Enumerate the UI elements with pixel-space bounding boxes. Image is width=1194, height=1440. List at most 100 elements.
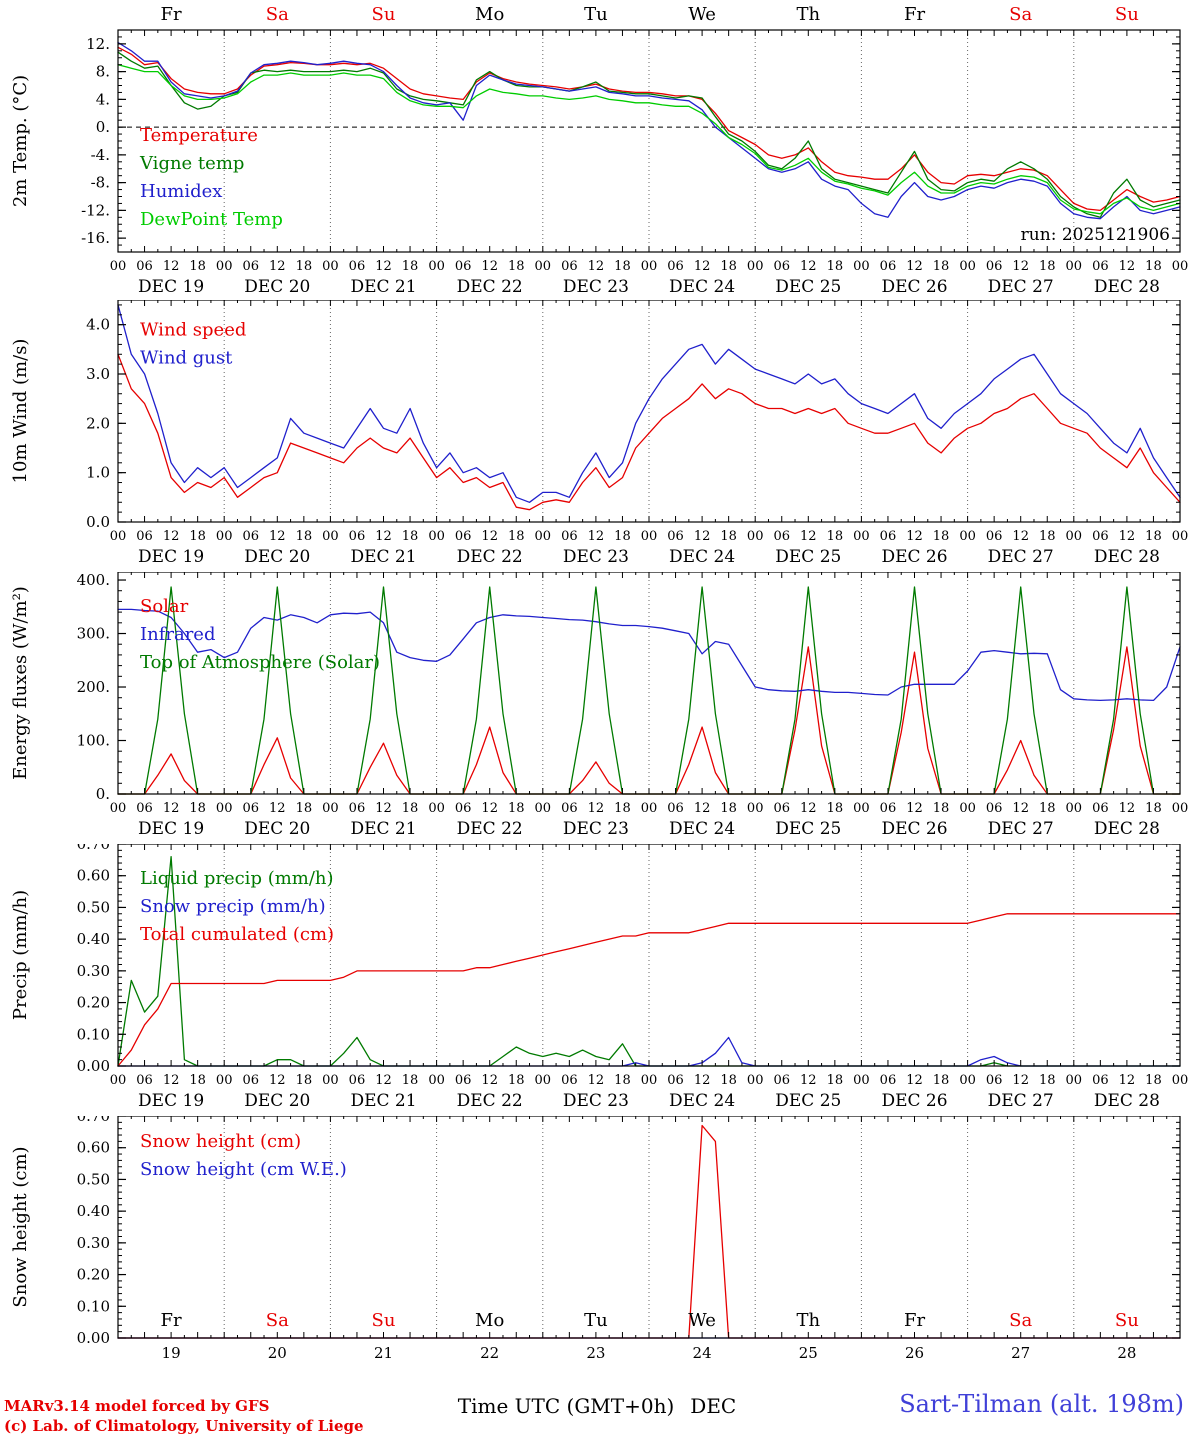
hour-tick-label: 00 [641,259,658,274]
hour-tick-label: 12 [1119,801,1136,816]
hour-tick-label: 18 [933,801,950,816]
day-number-label: 25 [799,1344,818,1362]
legend-solar: Solar [140,596,189,617]
hour-tick-label: 18 [827,529,844,544]
hour-tick-label: 00 [535,801,552,816]
weekday-label: Th [796,1310,820,1331]
legend-total-cumulated-cm: Total cumulated (cm) [140,924,334,945]
hour-tick-label: 18 [296,1073,313,1088]
hour-tick-label: 00 [747,1073,764,1088]
hour-tick-label: 06 [880,529,897,544]
hour-tick-label: 00 [216,801,233,816]
y-tick-label: 0.70 [77,844,110,853]
hour-tick-label: 06 [667,259,684,274]
weekday-label: Tu [584,1310,608,1331]
hour-tick-label: 00 [1066,1073,1083,1088]
weekday-label: Th [796,4,820,25]
hour-tick-label: 18 [1145,259,1162,274]
date-label: DEC 24 [669,547,735,567]
weekday-label: Su [1115,4,1139,25]
hour-tick-label: 06 [349,1073,366,1088]
hour-tick-label: 12 [906,529,923,544]
y-tick-label: 2.0 [86,414,110,432]
weekday-label: Sa [1009,1310,1032,1331]
hour-tick-label: 18 [614,259,631,274]
hour-tick-label: 12 [800,801,817,816]
hour-tick-label: 12 [694,801,711,816]
hour-tick-label: 12 [269,1073,286,1088]
hour-tick-label: 18 [402,259,419,274]
hour-tick-label: 12 [1012,801,1029,816]
footer: MARv3.14 model forced by GFS (c) Lab. of… [0,1368,1194,1440]
date-label: DEC 27 [988,819,1054,839]
date-label: DEC 21 [350,547,416,567]
hour-tick-label: 06 [349,801,366,816]
date-label: DEC 20 [244,547,310,567]
weekday-label: Sa [266,4,289,25]
hour-tick-label: 18 [402,801,419,816]
hour-tick-label: 12 [1119,1073,1136,1088]
hour-tick-label: 12 [1119,259,1136,274]
date-label: DEC 21 [350,1091,416,1111]
date-label: DEC 27 [988,547,1054,567]
total-cumulated-line [117,913,1181,1067]
hour-tick-label: 00 [110,1073,127,1088]
hour-tick-label: 00 [959,1073,976,1088]
wind-speed-line [117,353,1181,511]
hour-tick-label: 18 [827,801,844,816]
hour-tick-label: 18 [614,529,631,544]
date-label: DEC 24 [669,277,735,297]
date-label: DEC 21 [350,819,416,839]
hour-tick-label: 18 [189,1073,206,1088]
weekday-label: Su [372,4,396,25]
hour-tick-label: 18 [189,529,206,544]
hour-tick-label: 18 [614,1073,631,1088]
date-label: DEC 22 [457,1091,523,1111]
hour-tick-label: 00 [959,259,976,274]
hour-tick-label: 18 [508,801,525,816]
hour-tick-label: 12 [800,259,817,274]
weekday-label: Fr [161,1310,182,1331]
hour-tick-label: 18 [402,1073,419,1088]
hour-tick-label: 06 [880,801,897,816]
hour-tick-label: 00 [641,1073,658,1088]
date-label: DEC 19 [138,1091,204,1111]
hour-tick-label: 00 [747,529,764,544]
hour-tick-label: 06 [455,1073,472,1088]
hour-tick-label: 18 [1039,259,1056,274]
hour-tick-label: 18 [189,801,206,816]
date-label: DEC 28 [1094,819,1160,839]
hour-tick-label: 00 [641,529,658,544]
hour-tick-label: 06 [242,529,259,544]
hour-tick-label: 06 [561,529,578,544]
hour-tick-label: 06 [773,259,790,274]
snow-height-line [117,1124,1181,1339]
y-tick-label: 0.30 [77,962,110,980]
hour-tick-label: 18 [296,801,313,816]
legend-snow-height-cm-w-e: Snow height (cm W.E.) [140,1159,347,1180]
legend-liquid-precip-mm-h: Liquid precip (mm/h) [140,868,334,889]
y-tick-label: -16. [81,229,110,247]
date-label: DEC 28 [1094,1091,1160,1111]
hour-tick-label: 18 [1039,801,1056,816]
x-axis-month-label: DEC [690,1394,737,1418]
hour-tick-label: 06 [136,259,153,274]
hour-tick-label: 12 [800,529,817,544]
hour-tick-label: 18 [189,259,206,274]
y-tick-label: -8. [91,174,110,192]
hour-tick-label: 06 [455,259,472,274]
x-axis-title-text: Time UTC (GMT+0h) [457,1394,675,1418]
hour-tick-label: 06 [136,1073,153,1088]
y-tick-label: 0.60 [77,867,110,885]
hour-tick-label: 12 [800,1073,817,1088]
y-tick-label: 0.20 [77,1266,110,1284]
hour-tick-label: 00 [853,1073,870,1088]
hour-tick-label: 06 [561,1073,578,1088]
hour-tick-label: 00 [110,529,127,544]
hour-tick-label: 12 [588,801,605,816]
y-tick-label: 0.70 [77,1116,110,1125]
hour-tick-label: 00 [1172,529,1189,544]
day-number-label: 28 [1117,1344,1136,1362]
hour-tick-label: 00 [322,529,339,544]
hour-tick-label: 12 [269,529,286,544]
